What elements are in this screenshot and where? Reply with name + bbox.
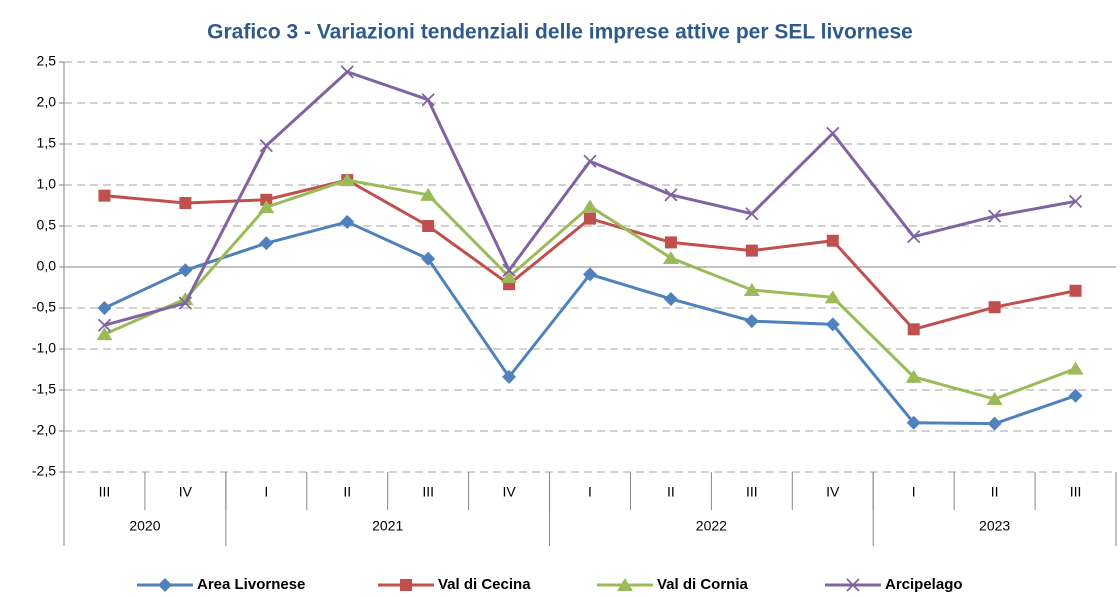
data-point xyxy=(421,251,436,266)
data-point xyxy=(259,236,274,251)
legend-label: Val di Cornia xyxy=(657,576,749,593)
y-tick-label: -2,0 xyxy=(32,422,56,438)
data-point xyxy=(825,317,840,332)
data-point xyxy=(178,296,193,310)
y-tick-label: 2,5 xyxy=(37,53,57,69)
y-tick-label: 1,5 xyxy=(37,135,57,151)
data-point xyxy=(502,369,517,384)
data-point xyxy=(582,199,598,213)
data-point xyxy=(340,214,355,229)
x-group-label: 2020 xyxy=(129,518,160,534)
legend-label: Area Livornese xyxy=(197,576,305,593)
data-point xyxy=(905,369,922,383)
data-point xyxy=(744,314,759,329)
legend-marker xyxy=(400,579,412,591)
y-tick-label: -1,0 xyxy=(32,340,56,356)
x-tick-label: I xyxy=(588,484,592,500)
x-tick-label: II xyxy=(991,484,999,500)
y-tick-label: 0,0 xyxy=(37,258,57,274)
legend-marker xyxy=(846,578,860,592)
legend-marker xyxy=(158,578,172,592)
data-point xyxy=(906,415,921,430)
data-point xyxy=(260,193,273,206)
y-tick-label: 2,0 xyxy=(37,94,57,110)
data-point xyxy=(824,290,841,304)
y-tick-label: 1,0 xyxy=(37,176,57,192)
data-point xyxy=(745,207,759,221)
data-point xyxy=(743,282,760,296)
x-group-label: 2023 xyxy=(979,518,1010,534)
data-point xyxy=(97,318,112,332)
data-point xyxy=(97,301,112,315)
data-point xyxy=(987,209,1002,223)
data-point xyxy=(1068,388,1083,403)
series-line xyxy=(104,70,1076,327)
x-tick-label: IV xyxy=(502,484,516,500)
data-point xyxy=(583,154,597,168)
data-point xyxy=(987,416,1002,431)
data-point xyxy=(422,220,435,232)
x-tick-label: III xyxy=(99,484,111,500)
data-point xyxy=(98,189,111,202)
x-tick-label: III xyxy=(422,484,434,500)
legend-marker xyxy=(617,578,633,591)
data-point xyxy=(259,139,273,153)
x-group-label: 2021 xyxy=(372,518,403,534)
y-tick-label: -0,5 xyxy=(32,299,56,315)
y-tick-label: -1,5 xyxy=(32,381,56,397)
data-point xyxy=(340,65,354,79)
data-point xyxy=(988,301,1001,314)
data-point xyxy=(664,236,677,249)
x-tick-label: I xyxy=(264,484,268,500)
chart-title: Grafico 3 - Variazioni tendenziali delle… xyxy=(207,21,913,44)
y-tick-label: 0,5 xyxy=(37,217,57,233)
data-point xyxy=(662,250,679,264)
x-tick-label: III xyxy=(1070,484,1082,500)
data-point xyxy=(1067,361,1084,375)
legend-label: Val di Cecina xyxy=(438,576,531,593)
data-point xyxy=(745,244,758,257)
y-tick-label: -2,5 xyxy=(32,463,56,479)
data-point xyxy=(907,323,920,336)
data-point xyxy=(584,212,596,225)
x-tick-label: IV xyxy=(179,484,193,500)
x-tick-label: IV xyxy=(826,484,840,500)
legend-label: Arcipelago xyxy=(885,576,963,593)
data-point xyxy=(583,267,597,282)
x-tick-label: II xyxy=(343,484,351,500)
x-tick-label: I xyxy=(912,484,916,500)
data-point xyxy=(420,187,437,201)
data-point xyxy=(826,234,839,247)
data-point xyxy=(986,392,1003,406)
x-tick-label: II xyxy=(667,484,675,500)
data-point xyxy=(1068,194,1083,209)
data-point xyxy=(96,327,113,341)
data-point xyxy=(179,197,192,210)
data-point xyxy=(502,263,516,277)
data-point xyxy=(907,230,921,244)
data-point xyxy=(177,291,194,305)
data-point xyxy=(339,173,356,187)
data-point xyxy=(826,126,840,140)
data-point xyxy=(421,93,435,107)
data-point xyxy=(503,278,516,291)
series-line xyxy=(103,220,1077,426)
x-tick-label: III xyxy=(746,484,758,500)
x-group-label: 2022 xyxy=(696,518,727,534)
data-point xyxy=(258,200,275,214)
data-point xyxy=(1069,284,1082,297)
data-point xyxy=(501,269,518,283)
data-point xyxy=(178,263,193,278)
data-point xyxy=(664,188,678,202)
data-point xyxy=(663,291,678,306)
